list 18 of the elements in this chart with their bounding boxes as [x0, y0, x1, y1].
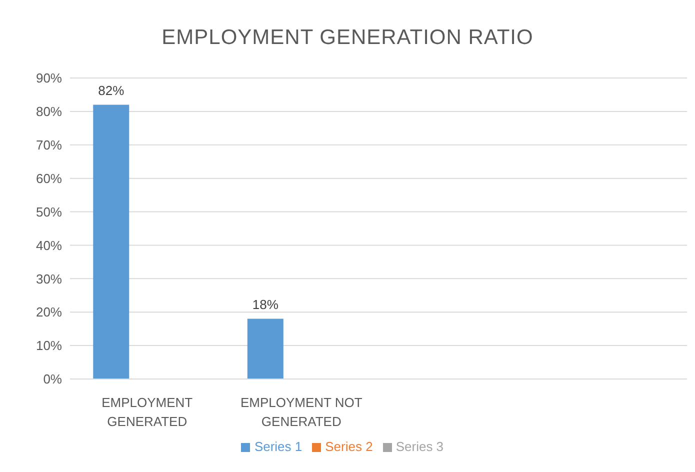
chart-title: EMPLOYMENT GENERATION RATIO — [160, 25, 534, 51]
y-tick-label: 20% — [36, 304, 62, 320]
y-tick-label: 80% — [36, 104, 62, 120]
x-tick-label: EMPLOYMENT GENERATED — [102, 395, 193, 429]
y-tick-label: 10% — [36, 338, 62, 354]
data-label: 82% — [98, 82, 125, 98]
y-tick-label: 30% — [36, 271, 62, 286]
legend-label: Series 3 — [396, 439, 444, 454]
legend-label: Series 1 — [254, 439, 302, 454]
y-tick-label: 60% — [36, 170, 62, 186]
legend-label: Series 2 — [325, 439, 373, 454]
y-tick-label: 90% — [36, 70, 62, 86]
data-label: 18% — [252, 296, 279, 312]
y-tick-label: 40% — [36, 238, 62, 253]
y-tick-label: 70% — [36, 138, 62, 153]
x-tick-label: EMPLOYMENT NOT GENERATED — [240, 395, 362, 429]
y-tick-label: 0% — [43, 372, 62, 387]
y-tick-label: 50% — [36, 204, 62, 220]
